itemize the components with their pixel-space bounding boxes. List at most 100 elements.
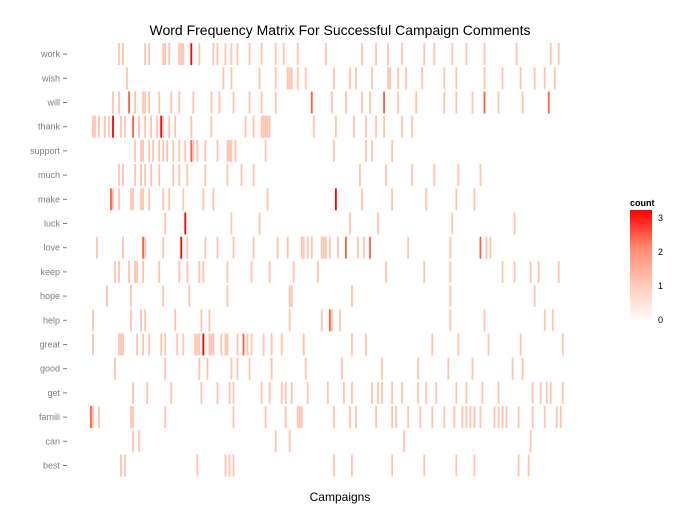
heatmap-cell bbox=[228, 454, 231, 477]
heatmap-cell bbox=[521, 357, 524, 380]
heatmap-cells bbox=[90, 43, 564, 477]
heatmap-cell bbox=[369, 91, 371, 114]
heatmap-cell bbox=[290, 381, 293, 404]
heatmap-cell bbox=[206, 357, 209, 380]
heatmap-cell bbox=[557, 43, 560, 66]
heatmap-cell bbox=[224, 333, 227, 356]
heatmap-cell bbox=[134, 260, 136, 283]
heatmap-cell bbox=[365, 139, 367, 162]
heatmap-cell bbox=[320, 236, 323, 259]
heatmap-cell bbox=[288, 430, 291, 453]
legend-colorbar bbox=[630, 210, 652, 322]
heatmap-cell bbox=[260, 91, 263, 114]
heatmap-cell bbox=[533, 67, 536, 90]
heatmap-cell bbox=[142, 139, 145, 162]
heatmap-cell bbox=[455, 381, 458, 404]
heatmap-cell bbox=[162, 236, 165, 259]
heatmap-cell bbox=[104, 115, 106, 138]
heatmap-cell bbox=[94, 115, 96, 138]
heatmap-cell bbox=[108, 115, 110, 138]
heatmap-cell bbox=[204, 139, 207, 162]
heatmap-cell bbox=[234, 139, 237, 162]
heatmap-cell bbox=[365, 333, 367, 356]
heatmap-cell bbox=[551, 309, 554, 332]
heatmap-cell bbox=[144, 164, 147, 187]
heatmap-cell bbox=[489, 236, 492, 259]
heatmap-cell bbox=[106, 285, 108, 308]
heatmap-cell bbox=[517, 406, 520, 429]
heatmap-cell bbox=[232, 91, 235, 114]
heatmap-cell bbox=[351, 285, 353, 308]
heatmap-cell bbox=[204, 164, 207, 187]
heatmap-cell bbox=[385, 164, 387, 187]
heatmap-cell bbox=[232, 381, 235, 404]
legend-tick-label: 0 bbox=[658, 315, 663, 325]
heatmap-cell bbox=[328, 236, 331, 259]
heatmap-cell bbox=[112, 115, 114, 138]
heatmap-cell bbox=[242, 333, 245, 356]
heatmap-cell bbox=[423, 43, 426, 66]
heatmap-cell bbox=[208, 309, 211, 332]
heatmap-cell bbox=[178, 43, 181, 66]
heatmap-cell bbox=[174, 309, 177, 332]
heatmap-cell bbox=[473, 188, 476, 211]
heatmap-cell bbox=[306, 236, 309, 259]
heatmap-cell bbox=[210, 91, 213, 114]
heatmap-cell bbox=[228, 139, 231, 162]
heatmap-cell bbox=[168, 115, 171, 138]
heatmap-cell bbox=[186, 236, 189, 259]
heatmap-cell bbox=[343, 381, 345, 404]
heatmap-cell bbox=[230, 139, 233, 162]
heatmap-cell bbox=[124, 454, 126, 477]
heatmap-cell bbox=[336, 236, 339, 259]
heatmap-cell bbox=[519, 333, 522, 356]
heatmap-cell bbox=[162, 188, 165, 211]
heatmap-cell bbox=[202, 260, 205, 283]
heatmap-cell bbox=[529, 260, 532, 283]
heatmap-cell bbox=[334, 115, 337, 138]
heatmap-cell bbox=[216, 139, 219, 162]
heatmap-cell bbox=[371, 67, 373, 90]
heatmap-cell bbox=[250, 333, 253, 356]
heatmap-cell bbox=[521, 91, 524, 114]
heatmap-cell bbox=[144, 236, 147, 259]
heatmap-cell bbox=[457, 164, 460, 187]
heatmap-cell bbox=[517, 454, 520, 477]
legend-tick-label: 1 bbox=[658, 281, 663, 291]
heatmap-cell bbox=[144, 43, 147, 66]
heatmap-cell bbox=[405, 67, 408, 90]
heatmap-cell bbox=[230, 43, 233, 66]
heatmap-cell bbox=[455, 91, 458, 114]
heatmap-cell bbox=[330, 309, 333, 332]
heatmap-cell bbox=[497, 381, 500, 404]
heatmap-cell bbox=[501, 67, 504, 90]
heatmap-cell bbox=[130, 309, 132, 332]
heatmap-cell bbox=[415, 91, 418, 114]
heatmap-cell bbox=[268, 115, 271, 138]
heatmap-cell bbox=[130, 188, 132, 211]
heatmap-cell bbox=[178, 91, 181, 114]
heatmap-cell bbox=[220, 333, 223, 356]
chart-title: Word Frequency Matrix For Successful Cam… bbox=[150, 22, 531, 38]
heatmap-cell bbox=[236, 357, 239, 380]
heatmap-cell bbox=[252, 236, 255, 259]
heatmap-cell bbox=[345, 236, 347, 259]
heatmap-cell bbox=[310, 236, 313, 259]
heatmap-cell bbox=[455, 188, 458, 211]
y-tick-label-get: get bbox=[47, 388, 60, 398]
legend-tick-label: 3 bbox=[658, 213, 663, 223]
heatmap-cell bbox=[186, 260, 189, 283]
heatmap-cell bbox=[469, 406, 472, 429]
heatmap-cell bbox=[218, 91, 221, 114]
heatmap-cell bbox=[455, 454, 458, 477]
heatmap-cell bbox=[505, 406, 508, 429]
heatmap-cell bbox=[381, 381, 383, 404]
heatmap-cell bbox=[361, 188, 363, 211]
heatmap-cell bbox=[162, 139, 165, 162]
heatmap-cell bbox=[92, 333, 94, 356]
heatmap-cell bbox=[529, 430, 532, 453]
heatmap-cell bbox=[391, 139, 394, 162]
heatmap-cell bbox=[411, 115, 414, 138]
heatmap-cell bbox=[425, 188, 428, 211]
y-tick-label-much: much bbox=[38, 170, 60, 180]
